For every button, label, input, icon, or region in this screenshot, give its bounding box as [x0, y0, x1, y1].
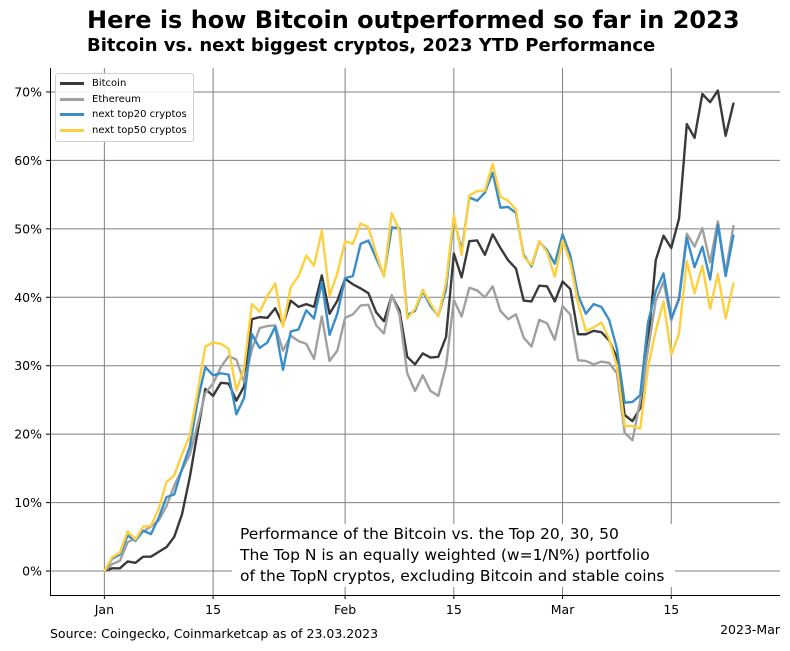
grid-lines [50, 68, 780, 595]
chart-title: Here is how Bitcoin outperformed so far … [87, 6, 740, 34]
legend-swatch [60, 82, 84, 86]
y-tick-label: 70% [14, 84, 42, 99]
series-lines [103, 89, 735, 573]
legend-label: next top20 cryptos [92, 109, 187, 121]
x-tick-label: Mar [551, 602, 575, 617]
x-tick-label: Jan [94, 602, 114, 617]
legend-item-ethereum: Ethereum [60, 92, 187, 108]
chart-subtitle: Bitcoin vs. next biggest cryptos, 2023 Y… [87, 35, 656, 56]
legend-label: Bitcoin [92, 78, 127, 90]
series-line-next-top50-cryptos [103, 162, 735, 573]
y-tick-label: 40% [14, 290, 42, 305]
series-line-bitcoin [103, 89, 735, 573]
legend-swatch [60, 97, 84, 101]
y-tick-label: 50% [14, 221, 42, 236]
annotation-line: Performance of the Bitcoin vs. the Top 2… [240, 525, 619, 543]
x-tick-label: 15 [446, 602, 462, 617]
y-tick-label: 30% [14, 358, 42, 373]
series-line-next-top20-cryptos [103, 171, 735, 573]
x-tick-label: 15 [205, 602, 221, 617]
annotation-line: The Top N is an equally weighted (w=1/N%… [240, 546, 650, 564]
y-tick-label: 0% [22, 564, 42, 579]
legend-label: next top50 cryptos [92, 124, 187, 136]
legend-label: Ethereum [92, 93, 141, 105]
annotation-line: of the TopN cryptos, excluding Bitcoin a… [240, 567, 665, 585]
tick-labels: 0% 10% 20% 30% 40% 50% 60% 70% Jan 15 Feb 15 Mar 15 [14, 84, 679, 617]
series-line-ethereum [103, 220, 735, 573]
legend-item-top50: next top50 cryptos [60, 123, 187, 139]
y-tick-label: 20% [14, 427, 42, 442]
legend-swatch [60, 128, 84, 132]
x-tick-label: Feb [334, 602, 356, 617]
legend-item-top20: next top20 cryptos [60, 107, 187, 123]
legend-item-bitcoin: Bitcoin [60, 76, 187, 92]
legend-swatch [60, 113, 84, 117]
source-note: Source: Coingecko, Coinmarketcap as of 2… [50, 626, 379, 641]
y-tick-label: 10% [14, 495, 42, 510]
axes [50, 68, 780, 596]
legend: Bitcoin Ethereum next top20 cryptos next… [55, 73, 194, 142]
x-tick-label: 15 [663, 602, 679, 617]
x-axis-label: 2023-Mar [720, 622, 780, 637]
chart-annotation: Performance of the Bitcoin vs. the Top 2… [232, 524, 675, 587]
y-tick-label: 60% [14, 153, 42, 168]
